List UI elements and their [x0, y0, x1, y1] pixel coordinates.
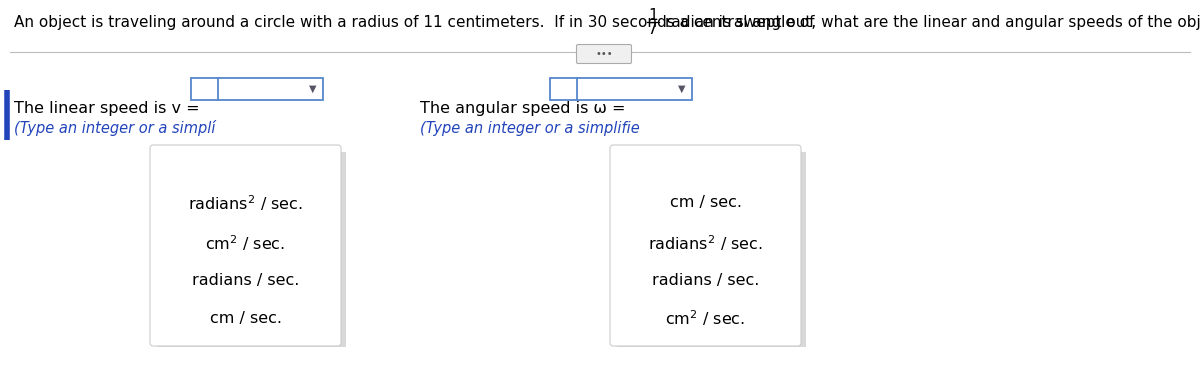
Text: ▼: ▼	[310, 84, 317, 94]
FancyBboxPatch shape	[610, 145, 802, 346]
Text: radian is swept out, what are the linear and angular speeds of the object?: radian is swept out, what are the linear…	[665, 15, 1200, 30]
FancyBboxPatch shape	[157, 152, 346, 347]
Text: cm / sec.: cm / sec.	[670, 195, 742, 210]
FancyBboxPatch shape	[617, 152, 806, 347]
FancyBboxPatch shape	[550, 78, 578, 100]
Text: (Type an integer or a simplifie: (Type an integer or a simplifie	[420, 121, 640, 136]
Text: The linear speed is v =: The linear speed is v =	[14, 101, 199, 116]
Text: radians$^2$ / sec.: radians$^2$ / sec.	[648, 233, 763, 253]
Text: radians / sec.: radians / sec.	[652, 273, 760, 288]
FancyBboxPatch shape	[576, 45, 631, 63]
Text: cm / sec.: cm / sec.	[210, 311, 282, 326]
Text: radians / sec.: radians / sec.	[192, 273, 299, 288]
Text: (Type an integer or a simplí: (Type an integer or a simplí	[14, 120, 216, 136]
Text: 1: 1	[648, 8, 658, 23]
Text: radians$^2$ / sec.: radians$^2$ / sec.	[188, 193, 302, 213]
FancyBboxPatch shape	[150, 145, 341, 346]
Text: •••: •••	[595, 49, 613, 59]
FancyBboxPatch shape	[191, 78, 220, 100]
FancyBboxPatch shape	[577, 78, 692, 100]
Text: cm$^2$ / sec.: cm$^2$ / sec.	[666, 308, 745, 328]
Text: The angular speed is ω =: The angular speed is ω =	[420, 101, 625, 116]
Text: An object is traveling around a circle with a radius of 11 centimeters.  If in 3: An object is traveling around a circle w…	[14, 15, 815, 30]
Text: ▼: ▼	[678, 84, 685, 94]
Text: 7: 7	[648, 22, 658, 36]
FancyBboxPatch shape	[218, 78, 323, 100]
Text: cm$^2$ / sec.: cm$^2$ / sec.	[205, 233, 286, 253]
